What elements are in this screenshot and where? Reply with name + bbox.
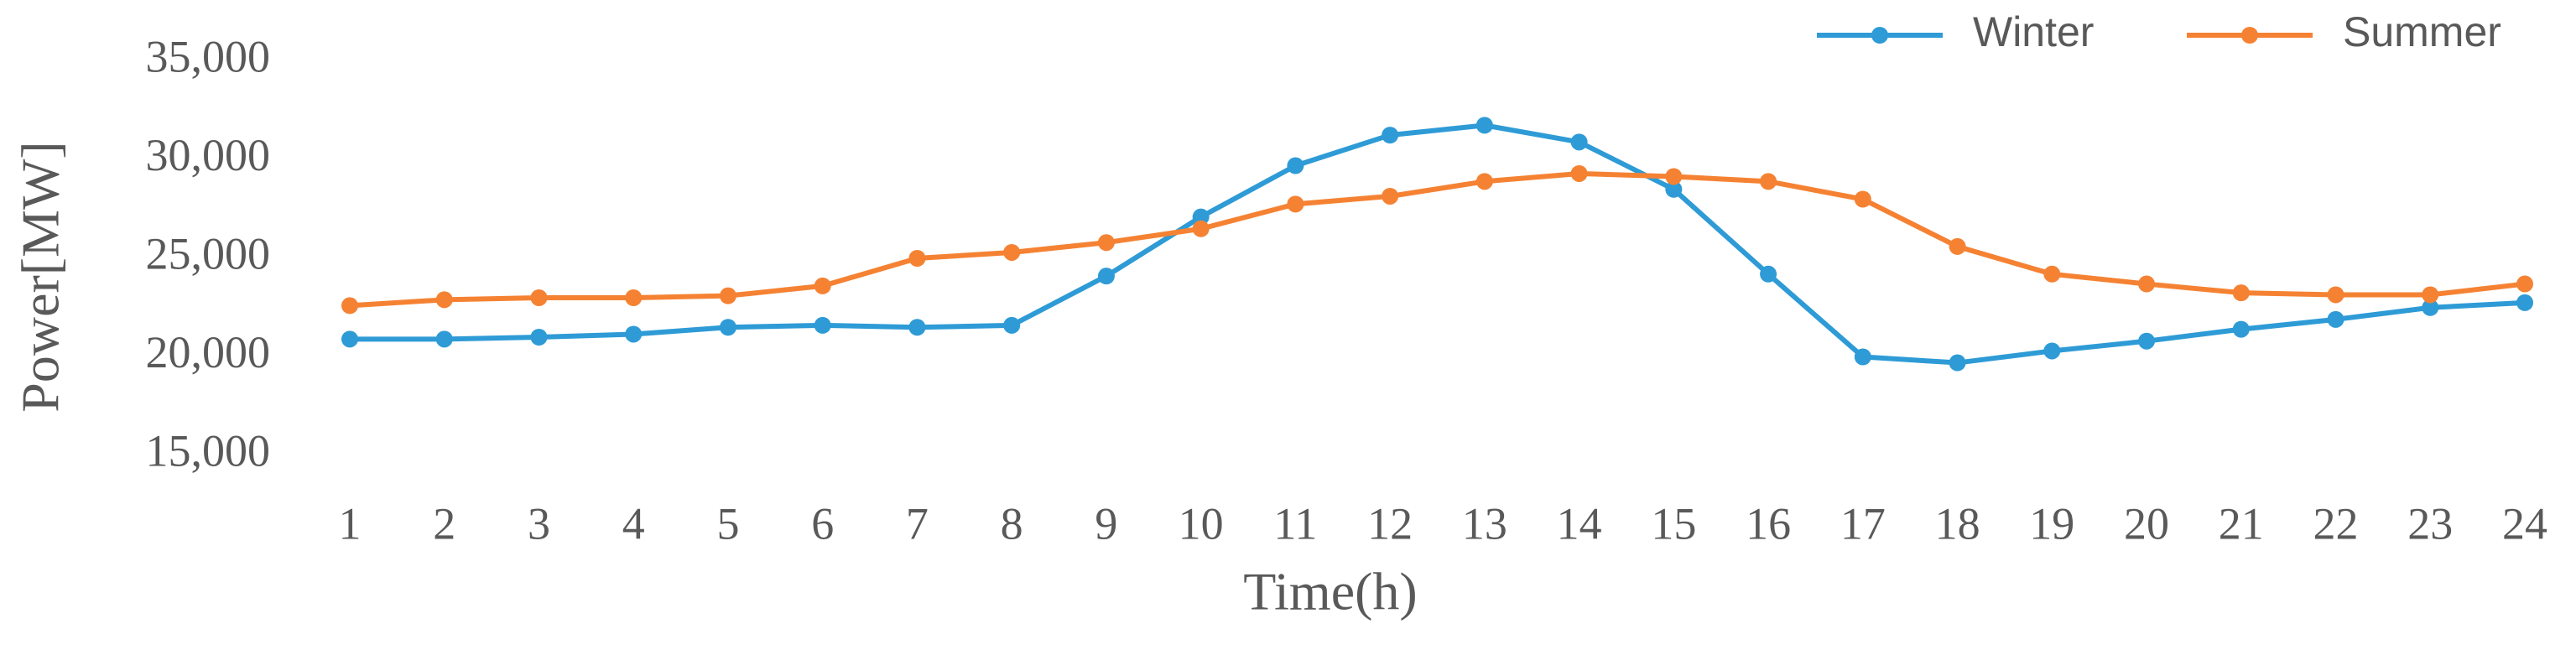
point bbox=[341, 330, 358, 348]
point bbox=[1854, 190, 1871, 208]
point bbox=[2516, 275, 2533, 293]
x-tick-label: 11 bbox=[1273, 498, 1317, 549]
legend-label: Winter bbox=[1973, 8, 2094, 55]
legend-marker bbox=[2241, 27, 2258, 44]
point bbox=[530, 289, 548, 306]
x-tick-label: 10 bbox=[1179, 498, 1224, 549]
point bbox=[1475, 173, 1493, 190]
x-tick-label: 5 bbox=[716, 498, 739, 549]
x-tick-label: 7 bbox=[906, 498, 929, 549]
point bbox=[2138, 332, 2156, 350]
point bbox=[1570, 164, 1588, 182]
x-tick-label: 15 bbox=[1651, 498, 1696, 549]
point bbox=[2327, 310, 2344, 328]
point bbox=[1097, 268, 1115, 285]
point bbox=[908, 250, 926, 267]
point bbox=[719, 287, 736, 304]
y-tick-label: 25,000 bbox=[146, 228, 271, 278]
point bbox=[341, 297, 358, 315]
point bbox=[530, 329, 548, 346]
point bbox=[435, 330, 453, 348]
point bbox=[1003, 243, 1021, 261]
point bbox=[625, 289, 643, 306]
x-tick-label: 6 bbox=[811, 498, 834, 549]
point bbox=[625, 325, 643, 343]
point bbox=[1665, 168, 1683, 185]
point bbox=[1949, 354, 1966, 372]
x-tick-label: 20 bbox=[2124, 498, 2169, 549]
point bbox=[1097, 234, 1115, 252]
point bbox=[1475, 117, 1493, 134]
y-axis-title: Power[MW] bbox=[11, 141, 70, 412]
point bbox=[1287, 157, 1304, 174]
x-tick-label: 17 bbox=[1840, 498, 1886, 549]
x-tick-label: 14 bbox=[1557, 498, 1602, 549]
x-tick-label: 12 bbox=[1367, 498, 1413, 549]
x-tick-label: 3 bbox=[528, 498, 550, 549]
point bbox=[2232, 320, 2250, 338]
x-axis-title: Time(h) bbox=[1243, 562, 1417, 621]
x-tick-label: 4 bbox=[622, 498, 645, 549]
point bbox=[1382, 187, 1399, 205]
point bbox=[2327, 286, 2344, 304]
x-tick-label: 8 bbox=[1001, 498, 1023, 549]
point bbox=[435, 291, 453, 309]
x-tick-label: 24 bbox=[2502, 498, 2547, 549]
point bbox=[2043, 265, 2061, 283]
point bbox=[1854, 348, 1871, 366]
point bbox=[1665, 180, 1683, 198]
series-line bbox=[349, 170, 2526, 309]
x-tick-label: 22 bbox=[2313, 498, 2359, 549]
legend-label: Summer bbox=[2343, 8, 2501, 55]
x-tick-label: 23 bbox=[2407, 498, 2453, 549]
point bbox=[719, 319, 736, 336]
legend-marker bbox=[1871, 27, 1888, 44]
point bbox=[1570, 133, 1588, 151]
y-tick-label: 20,000 bbox=[146, 327, 271, 377]
point bbox=[2043, 342, 2061, 360]
point bbox=[1760, 173, 1777, 190]
x-tick-label: 18 bbox=[1935, 498, 1980, 549]
point bbox=[814, 316, 831, 334]
x-tick-label: 9 bbox=[1095, 498, 1117, 549]
x-tick-label: 1 bbox=[339, 498, 362, 549]
point bbox=[1192, 220, 1210, 237]
point bbox=[2232, 284, 2250, 302]
point bbox=[2138, 275, 2156, 293]
point bbox=[1287, 195, 1304, 213]
y-tick-label: 15,000 bbox=[146, 425, 271, 476]
point bbox=[1760, 265, 1777, 283]
point bbox=[2516, 294, 2533, 311]
x-tick-label: 2 bbox=[433, 498, 455, 549]
point bbox=[1192, 208, 1210, 226]
series-line bbox=[350, 122, 2526, 366]
point bbox=[2422, 286, 2439, 304]
point bbox=[908, 319, 926, 336]
x-tick-label: 21 bbox=[2219, 498, 2264, 549]
point bbox=[1003, 316, 1021, 334]
y-tick-label: 30,000 bbox=[146, 130, 271, 180]
point bbox=[814, 277, 831, 294]
y-tick-label: 35,000 bbox=[146, 31, 271, 81]
point bbox=[1382, 127, 1399, 144]
x-tick-label: 13 bbox=[1462, 498, 1507, 549]
point bbox=[2422, 299, 2439, 316]
x-tick-label: 19 bbox=[2029, 498, 2074, 549]
x-tick-label: 16 bbox=[1746, 498, 1791, 549]
point bbox=[1949, 237, 1966, 255]
